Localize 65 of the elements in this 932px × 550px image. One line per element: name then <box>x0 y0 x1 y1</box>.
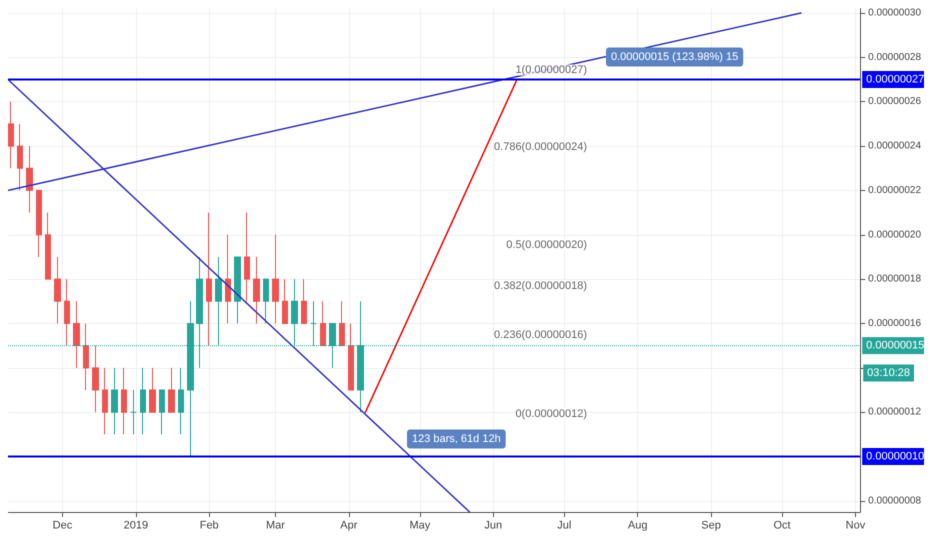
candlestick <box>140 367 146 435</box>
ref-line-label: 0.00000015 <box>866 340 924 352</box>
x-tick-label: Jul <box>557 520 572 532</box>
y-tick-label: 0.00000012 <box>868 406 922 418</box>
candlestick <box>130 390 137 435</box>
candlestick <box>339 300 345 346</box>
x-tick-label: Sep <box>701 520 721 532</box>
candlestick <box>54 256 61 324</box>
y-tick-label: 0.00000016 <box>868 318 922 329</box>
candlestick <box>64 278 70 346</box>
x-tick-label: Jun <box>484 520 502 532</box>
candlestick <box>348 322 354 391</box>
y-tick-label: 0.00000018 <box>868 274 922 285</box>
ref-line-label: 0.00000027 <box>866 74 924 86</box>
x-tick-label: Feb <box>200 520 219 532</box>
candlestick <box>121 367 127 435</box>
candlestick <box>8 101 14 169</box>
y-tick-label: 0.00000028 <box>868 52 922 63</box>
annotation: 0.5(0.00000020) <box>506 239 587 251</box>
y-tick-label: 0.00000030 <box>868 8 922 18</box>
candlestick <box>73 300 80 368</box>
annotation: 1(0.00000027) <box>515 64 587 76</box>
annotation: 0(0.00000012) <box>515 408 587 420</box>
candlestick <box>301 278 307 324</box>
candlestick <box>253 256 260 324</box>
candlestick <box>263 278 269 324</box>
candlestick <box>149 367 156 413</box>
x-tick-label: Nov <box>846 520 866 532</box>
y-tick-label: 0.00000008 <box>868 495 922 506</box>
candlestick <box>272 234 279 324</box>
x-tick-label: Aug <box>628 520 648 532</box>
candlestick <box>92 345 99 413</box>
annotation: 0.236(0.00000016) <box>494 329 587 341</box>
y-tick-label: 0.00000024 <box>868 140 922 152</box>
candlestick <box>45 212 51 280</box>
x-tick-label: May <box>409 520 431 532</box>
annotation: 0.382(0.00000018) <box>494 280 587 292</box>
candlestick <box>178 367 184 435</box>
x-tick-label: Oct <box>773 520 791 532</box>
candlestick <box>102 367 108 435</box>
annotation: 0.786(0.00000024) <box>494 141 587 153</box>
candlestick <box>17 123 23 191</box>
y-tick-label: 0.00000026 <box>868 96 922 108</box>
y-tick-label: 0.00000022 <box>868 184 922 196</box>
candlestick <box>83 322 89 391</box>
candlestick <box>320 300 326 346</box>
annotation: 123 bars, 61d 12h <box>412 433 501 445</box>
candlestick <box>244 212 250 302</box>
candlestick <box>111 367 118 435</box>
x-tick-label: 2019 <box>124 520 148 532</box>
candlestick <box>234 256 241 324</box>
candlestick <box>282 278 288 324</box>
text: 03:10:28 <box>867 367 910 379</box>
annotation: 0.00000015 (123.98%) 15 <box>611 51 738 63</box>
x-tick-label: Mar <box>266 520 286 532</box>
x-tick-label: Apr <box>340 520 358 532</box>
candlestick <box>168 367 175 413</box>
candlestick <box>36 190 42 258</box>
candlestick <box>206 212 212 346</box>
candlestick <box>26 146 33 214</box>
y-tick-label: 0.00000020 <box>868 229 922 240</box>
candlestick <box>159 390 165 435</box>
ref-line-label: 0.00000010 <box>866 450 924 463</box>
x-tick-label: Dec <box>52 520 73 532</box>
candlestick <box>225 234 231 324</box>
